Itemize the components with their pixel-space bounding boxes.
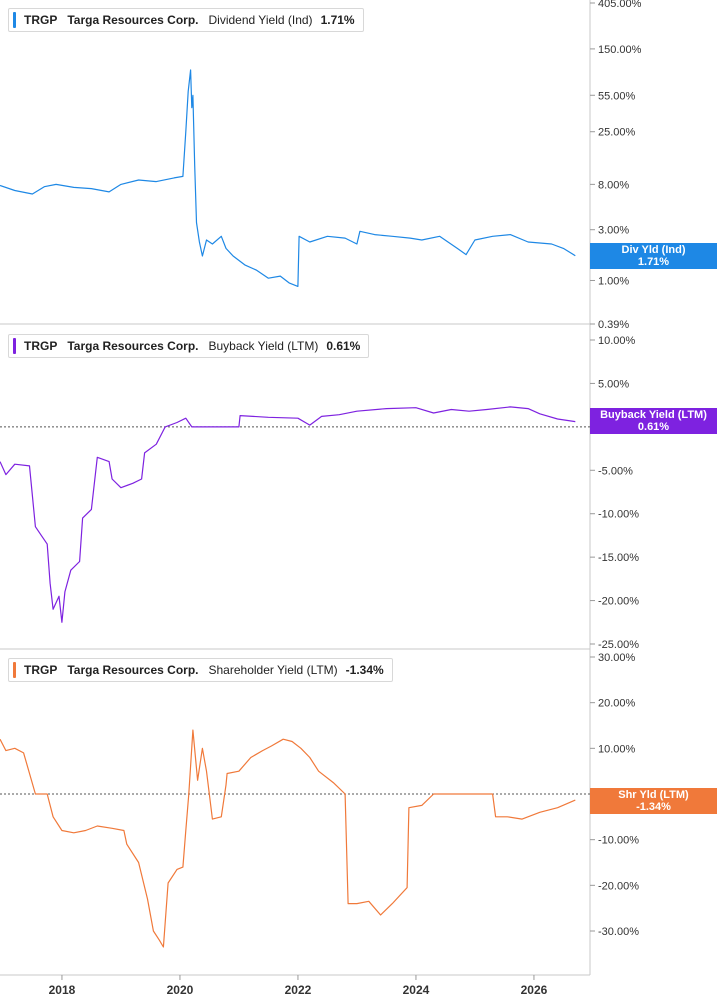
y-tick-label: -30.00% [598,926,639,938]
last-value-tag-buyback: Buyback Yield (LTM) 0.61% [590,408,717,434]
y-tick-label: 55.00% [598,90,636,102]
tag-label: Shr Yld (LTM) [618,789,689,801]
legend-metric: Shareholder Yield (LTM) [208,663,338,677]
y-tick-label: -15.00% [598,552,639,564]
tag-value: -1.34% [636,801,671,813]
legend-metric: Dividend Yield (Ind) [208,13,313,27]
legend-ticker: TRGP [24,339,58,353]
y-tick-label: -25.00% [598,639,639,651]
y-tick-label: 25.00% [598,127,636,139]
tag-value: 0.61% [637,421,670,433]
y-tick-label: 30.00% [598,652,636,664]
legend-swatch-shareholder [13,662,16,678]
legend-value: -1.34% [345,663,384,677]
tag-label: Buyback Yield (LTM) [600,409,707,421]
legend-company: Targa Resources Corp. [67,339,199,353]
legend-swatch-dividend [13,12,16,28]
legend-swatch-buyback [13,338,16,354]
legend-company: Targa Resources Corp. [67,13,199,27]
dividend-yield-line [0,69,576,287]
x-tick-label: 2018 [49,983,76,997]
y-tick-label: 3.00% [598,225,629,237]
legend-value: 0.61% [326,339,361,353]
legend-ticker: TRGP [24,13,58,27]
legend-buyback-yield: TRGP Targa Resources Corp. Buyback Yield… [8,334,370,358]
shareholder-yield-line [0,729,576,948]
tag-value: 1.71% [637,256,670,268]
y-tick-label: 10.00% [598,743,636,755]
y-tick-label: -20.00% [598,880,639,892]
tag-label: Div Yld (Ind) [621,244,686,256]
y-tick-label: 150.00% [598,44,642,56]
y-tick-label: 8.00% [598,179,629,191]
buyback-yield-line [0,406,576,623]
last-value-tag-dividend: Div Yld (Ind) 1.71% [590,243,717,269]
y-tick-label: 20.00% [598,698,636,710]
y-tick-label: -20.00% [598,596,639,608]
x-tick-label: 2026 [521,983,548,997]
legend-company: Targa Resources Corp. [67,663,199,677]
x-tick-label: 2024 [403,983,430,997]
y-tick-label: 5.00% [598,378,629,390]
y-tick-label: -10.00% [598,509,639,521]
legend-shareholder-yield: TRGP Targa Resources Corp. Shareholder Y… [8,658,393,682]
y-tick-label: 0.39% [598,319,629,331]
y-tick-label: 1.00% [598,275,629,287]
x-tick-label: 2020 [167,983,194,997]
legend-ticker: TRGP [24,663,58,677]
legend-value: 1.71% [320,13,355,27]
y-tick-label: 10.00% [598,335,636,347]
y-tick-label: 405.00% [598,0,642,10]
legend-dividend-yield: TRGP Targa Resources Corp. Dividend Yiel… [8,8,364,32]
x-tick-label: 2022 [285,983,312,997]
y-tick-label: -10.00% [598,835,639,847]
legend-metric: Buyback Yield (LTM) [208,339,319,353]
last-value-tag-shareholder: Shr Yld (LTM) -1.34% [590,788,717,814]
y-tick-label: -5.00% [598,465,633,477]
